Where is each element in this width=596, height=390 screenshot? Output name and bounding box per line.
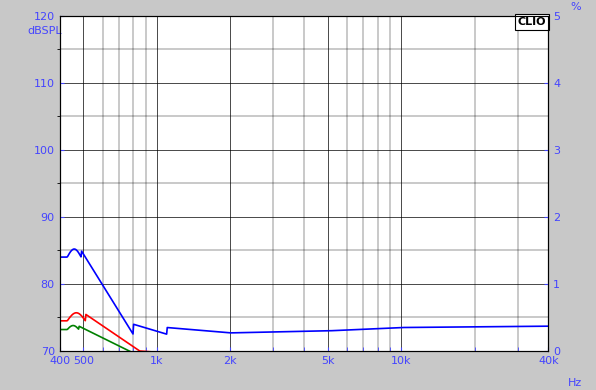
Text: Hz: Hz [568, 378, 582, 388]
Text: %: % [570, 2, 581, 12]
Text: dBSPL: dBSPL [28, 26, 63, 35]
Text: CLIO: CLIO [517, 17, 546, 27]
